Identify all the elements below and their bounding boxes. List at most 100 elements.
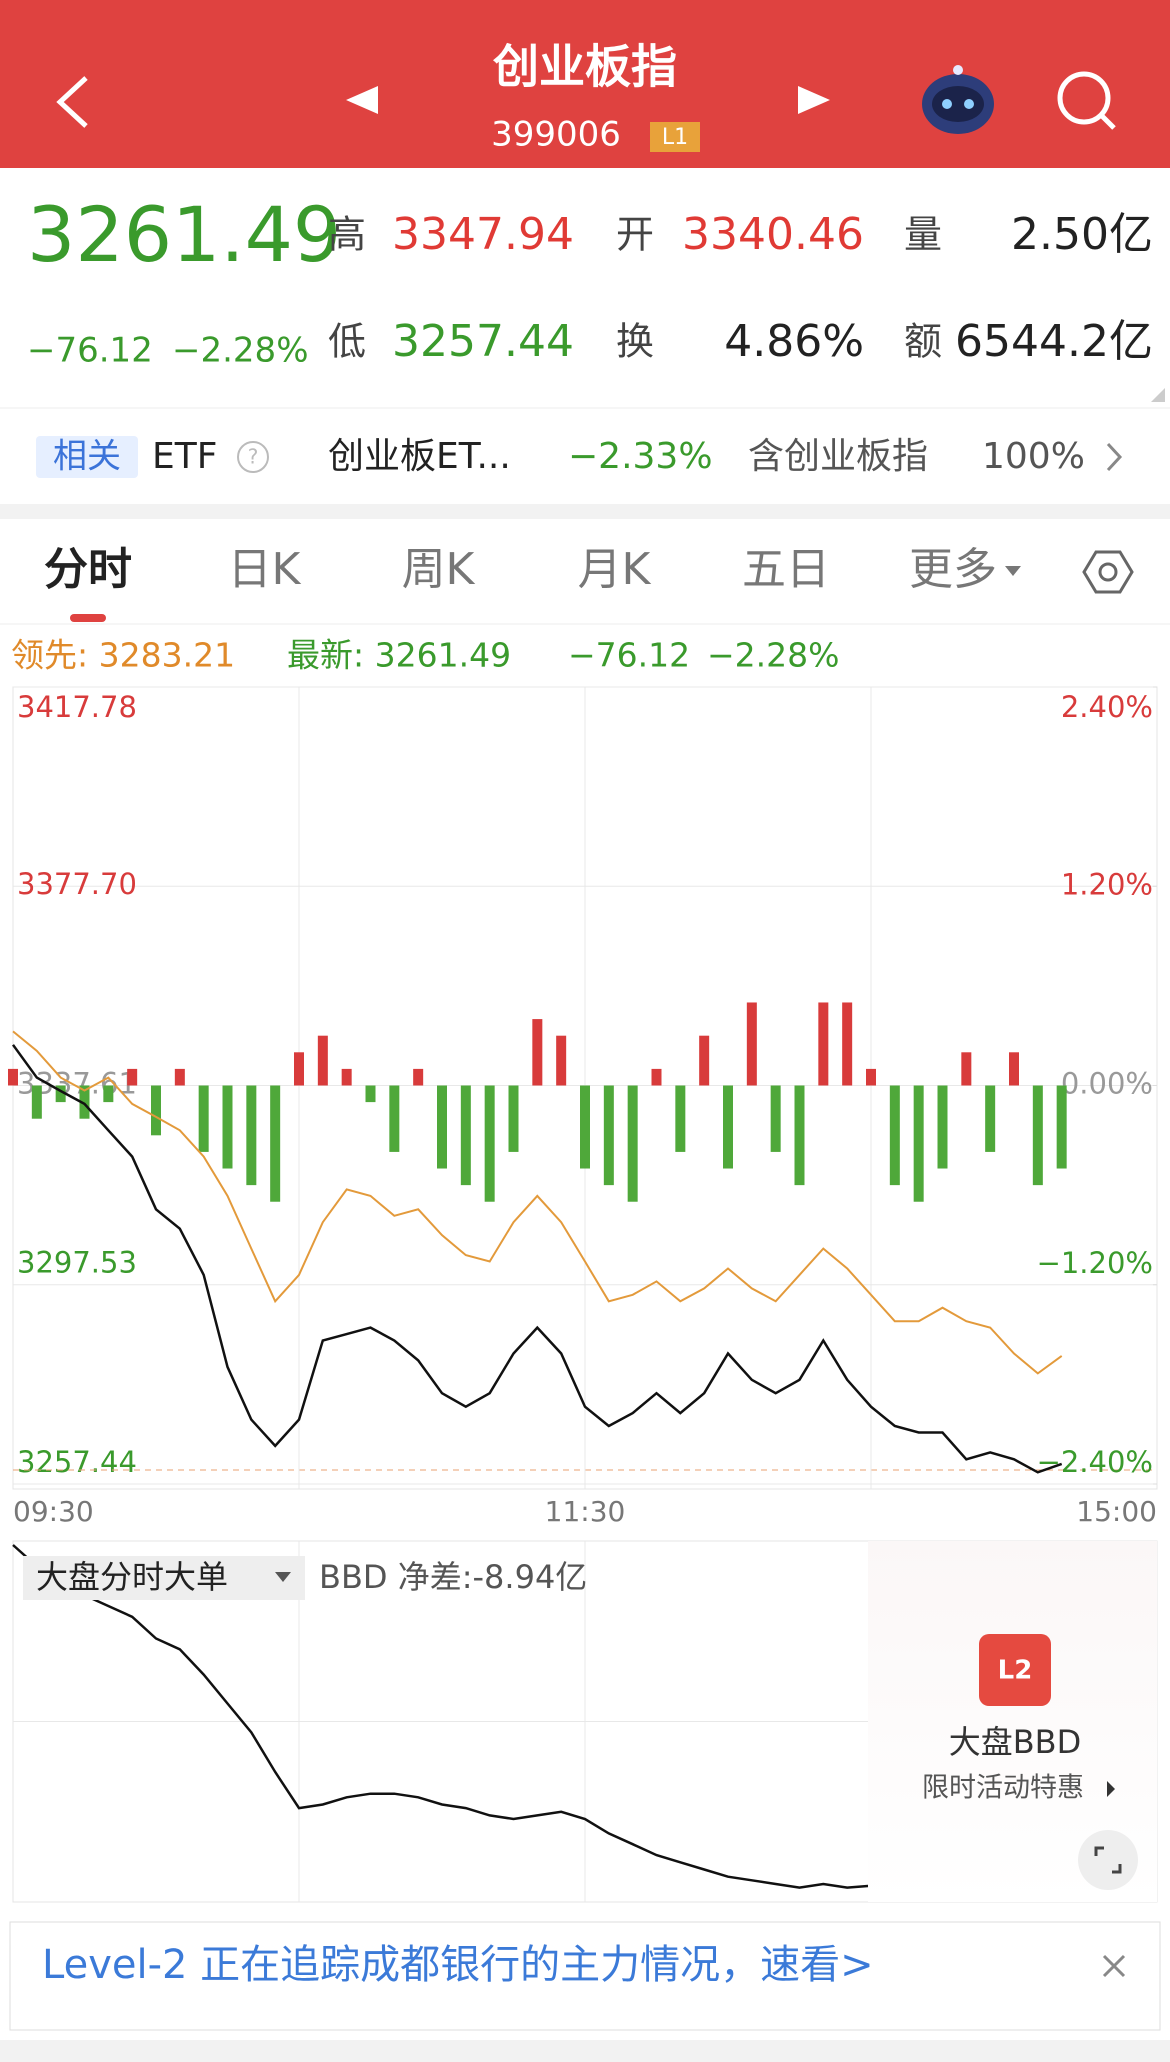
promo-title: 大盘BBD	[949, 1723, 1082, 1761]
y-tick-label: 3377.70	[17, 867, 137, 901]
close-button[interactable]	[1102, 1954, 1126, 1978]
etf-label: ETF	[152, 436, 217, 477]
promo-icon	[979, 1634, 1051, 1706]
sub-title-bg[interactable]	[23, 1556, 305, 1600]
tab[interactable]: 分时	[44, 544, 132, 595]
tab[interactable]: 月K	[578, 544, 652, 595]
price-line	[11, 1044, 1063, 1474]
change: −76.12	[27, 331, 153, 371]
flow-bar	[889, 1085, 900, 1186]
y2-tick-label: −2.40%	[1037, 1445, 1153, 1479]
help-icon[interactable]	[237, 441, 269, 473]
banner-text: Level-2 正在追踪成都银行的主力情况，速看>	[42, 1942, 874, 1988]
tag-bg	[36, 436, 138, 478]
flow-bar	[413, 1068, 424, 1086]
settings-button[interactable]	[1082, 550, 1134, 594]
tab[interactable]: 五日	[742, 544, 830, 595]
field-label: 换	[616, 320, 654, 364]
more-arrow	[1005, 566, 1021, 576]
y-tick-label: 3417.78	[17, 690, 137, 724]
latest-label: 最新: 3261.49	[287, 636, 511, 675]
field-label: 开	[616, 213, 654, 257]
flow-bar	[937, 1085, 948, 1169]
lead-label: 领先: 3283.21	[11, 636, 235, 675]
flow-bar	[317, 1035, 328, 1086]
assistant-button[interactable]	[922, 65, 994, 134]
flow-bar	[842, 1002, 853, 1086]
flow-bar	[866, 1068, 876, 1086]
flow-bar	[79, 1085, 90, 1119]
expand-icon	[1094, 1846, 1122, 1874]
price: 3261.49	[27, 190, 341, 279]
y2-tick-label: 0.00%	[1061, 1067, 1153, 1101]
field-value: 3347.94	[392, 209, 574, 260]
y-tick-label: 3297.53	[17, 1246, 137, 1280]
price-line	[12, 1030, 1063, 1375]
flow-bar	[127, 1068, 138, 1086]
expand-button[interactable]	[1078, 1830, 1138, 1890]
tag: 相关	[53, 437, 121, 477]
flow-bar	[961, 1052, 972, 1086]
banner[interactable]	[9, 1921, 1161, 2031]
flow-bar	[103, 1085, 114, 1103]
flow-bar	[818, 1002, 829, 1086]
chevron[interactable]	[1106, 442, 1123, 472]
y2-tick-label: 1.20%	[1061, 867, 1153, 901]
corner	[1151, 388, 1165, 402]
flow-bar	[651, 1068, 662, 1086]
bbd-net: BBD 净差:-8.94亿	[319, 1558, 587, 1596]
field-value: 2.50亿	[1011, 209, 1153, 260]
flow-bar	[365, 1085, 376, 1103]
footer	[0, 2040, 1170, 2062]
pct-label: −2.28%	[707, 636, 839, 675]
flow-bar	[437, 1085, 447, 1169]
help: ?	[248, 445, 259, 469]
field-label: 高	[328, 213, 366, 257]
flow-bar	[270, 1085, 281, 1202]
field-value: 3340.46	[682, 209, 864, 260]
flow-bar	[985, 1085, 996, 1152]
field-label: 量	[904, 213, 942, 257]
flow-bar	[556, 1035, 567, 1086]
change-pct: −2.28%	[172, 331, 309, 371]
flow-bar	[174, 1068, 185, 1086]
tab[interactable]: 更多	[909, 544, 997, 595]
holding-pct: 100%	[982, 436, 1085, 477]
flow-bar	[532, 1019, 543, 1086]
etf-name[interactable]: 创业板ET...	[328, 436, 511, 477]
badge: L1	[662, 125, 688, 150]
flow-bar	[1032, 1085, 1043, 1186]
settings-dot	[1098, 562, 1118, 582]
x-tick-label: 09:30	[13, 1495, 94, 1528]
prev-button[interactable]	[346, 86, 378, 114]
flow-bar	[341, 1068, 352, 1086]
y2-tick-label: −1.20%	[1037, 1246, 1153, 1280]
badge-bg	[650, 122, 700, 152]
promo-subtitle: 限时活动特惠	[922, 1773, 1084, 1804]
flow-bar	[294, 1052, 304, 1086]
flow-bar	[484, 1085, 495, 1202]
flow-bar	[770, 1085, 781, 1152]
next-button[interactable]	[798, 86, 830, 114]
tab[interactable]: 周K	[402, 544, 476, 595]
title: 创业板指	[493, 40, 677, 94]
x-tick-label: 11:30	[545, 1495, 626, 1528]
promo-icon-text: L2	[998, 1656, 1033, 1686]
flow-bar	[31, 1085, 42, 1119]
flow-bar	[675, 1085, 686, 1152]
field-value: 6544.2亿	[955, 316, 1153, 367]
tab[interactable]: 日K	[228, 544, 302, 595]
flow-bar	[198, 1085, 209, 1152]
back-button[interactable]	[56, 76, 88, 128]
tab-underline	[70, 614, 106, 622]
flow-bar	[508, 1085, 519, 1152]
field-value: 3257.44	[392, 316, 574, 367]
search-button[interactable]	[1057, 71, 1116, 130]
flow-bar	[222, 1085, 233, 1169]
flow-bar	[580, 1085, 590, 1169]
flow-bar	[8, 1068, 18, 1086]
flow-bar	[460, 1085, 471, 1186]
sub-title: 大盘分时大单	[36, 1558, 228, 1596]
y-tick-label: 3257.44	[17, 1445, 137, 1479]
